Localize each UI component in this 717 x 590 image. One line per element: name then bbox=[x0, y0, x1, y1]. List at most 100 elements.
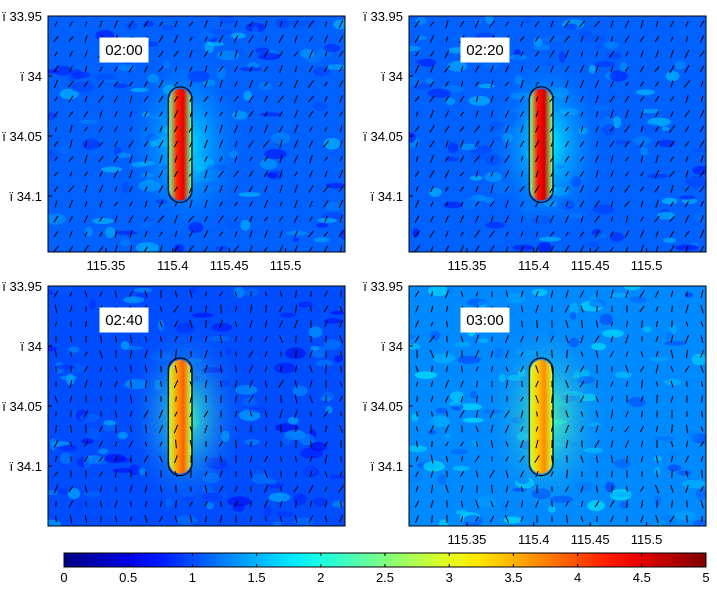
heatmap-patch bbox=[298, 301, 313, 308]
wind-vector bbox=[535, 304, 539, 314]
wind-vector bbox=[566, 455, 568, 463]
x-tick-label: 115.5 bbox=[631, 258, 663, 273]
wind-vector bbox=[535, 245, 539, 252]
wind-vector bbox=[294, 124, 298, 134]
wind-vector bbox=[535, 290, 539, 298]
heatmap-patch bbox=[98, 448, 109, 455]
wind-vector bbox=[684, 365, 690, 373]
wind-vector bbox=[520, 245, 524, 252]
heatmap-patch bbox=[117, 64, 136, 71]
wind-vector bbox=[308, 49, 314, 59]
wind-vector bbox=[639, 96, 645, 102]
wind-vector bbox=[594, 215, 600, 223]
wind-vector bbox=[535, 170, 539, 178]
wind-vector bbox=[264, 365, 268, 373]
wind-vector bbox=[128, 215, 134, 223]
wind-vector bbox=[129, 349, 133, 359]
wind-vector bbox=[174, 320, 178, 328]
wind-vector bbox=[700, 155, 704, 163]
wind-vector bbox=[549, 35, 555, 43]
wind-vector bbox=[203, 185, 209, 193]
wind-vector bbox=[189, 335, 193, 343]
wind-vector bbox=[684, 200, 690, 208]
wind-vector bbox=[473, 125, 481, 133]
heatmap-patch bbox=[312, 101, 328, 111]
wind-vector bbox=[218, 215, 224, 223]
wind-vector bbox=[684, 125, 690, 133]
wind-vector bbox=[113, 81, 119, 87]
wind-vector bbox=[594, 500, 600, 508]
wind-vector bbox=[324, 51, 328, 57]
wind-vector bbox=[84, 290, 88, 298]
heatmap-patch bbox=[450, 391, 464, 402]
x-tick-label: 115.45 bbox=[210, 258, 249, 273]
heatmap-patch bbox=[326, 64, 345, 70]
wind-vector bbox=[249, 515, 253, 523]
wind-vector bbox=[248, 350, 254, 358]
wind-vector bbox=[670, 395, 674, 403]
wind-vector bbox=[173, 246, 179, 252]
wind-vector bbox=[445, 395, 449, 403]
wind-vector bbox=[699, 229, 705, 239]
wind-vector bbox=[700, 200, 704, 208]
heatmap-patch bbox=[67, 75, 74, 82]
wind-vector bbox=[565, 50, 569, 58]
wind-vector bbox=[685, 304, 689, 314]
wind-vector bbox=[670, 290, 674, 298]
wind-vector bbox=[459, 20, 465, 28]
heatmap-patch bbox=[478, 338, 489, 344]
wind-vector bbox=[536, 319, 538, 329]
wind-vector bbox=[279, 515, 283, 523]
wind-vector bbox=[114, 470, 118, 478]
heatmap-patch bbox=[219, 16, 236, 25]
wind-vector bbox=[431, 411, 433, 417]
wind-vector bbox=[204, 36, 208, 42]
wind-vector bbox=[129, 169, 133, 179]
wind-vector bbox=[248, 186, 254, 192]
wind-vector bbox=[489, 200, 495, 208]
wind-vector bbox=[294, 230, 298, 238]
wind-vector bbox=[234, 20, 238, 28]
heatmap-patch bbox=[641, 108, 660, 114]
wind-vector bbox=[114, 201, 118, 207]
wind-vector bbox=[639, 305, 645, 313]
heatmap-patch bbox=[120, 345, 144, 350]
heatmap-patch bbox=[89, 455, 109, 466]
heatmap-patch bbox=[409, 132, 416, 143]
wind-vector bbox=[324, 454, 328, 464]
wind-vector bbox=[235, 365, 237, 373]
wind-vector bbox=[264, 320, 268, 328]
wind-vector bbox=[115, 395, 117, 403]
wind-vector bbox=[551, 349, 553, 359]
hotspot-strip bbox=[169, 88, 192, 201]
wind-vector bbox=[69, 199, 73, 209]
wind-vector bbox=[70, 351, 72, 357]
wind-vector bbox=[429, 21, 435, 27]
wind-vector bbox=[159, 485, 163, 493]
wind-vector bbox=[475, 410, 479, 418]
wind-vector bbox=[280, 470, 282, 478]
heatmap-patch bbox=[123, 296, 145, 304]
wind-vector bbox=[53, 64, 59, 74]
wind-vector bbox=[520, 51, 524, 57]
heatmap-patch bbox=[317, 217, 337, 223]
wind-vector bbox=[234, 201, 238, 207]
wind-vector bbox=[683, 80, 691, 88]
wind-vector bbox=[520, 396, 524, 402]
wind-vector bbox=[579, 184, 585, 194]
wind-vector bbox=[265, 395, 267, 403]
wind-vector bbox=[323, 111, 329, 117]
wind-vector bbox=[69, 230, 73, 238]
wind-vector bbox=[234, 110, 238, 118]
wind-vector bbox=[248, 110, 254, 118]
wind-vector bbox=[323, 35, 329, 43]
wind-vector bbox=[99, 335, 103, 343]
wind-vector bbox=[114, 366, 118, 372]
wind-vector bbox=[415, 156, 419, 162]
wind-vector bbox=[234, 291, 238, 297]
wind-vector bbox=[219, 514, 223, 524]
wind-vector bbox=[174, 230, 178, 238]
axes-frame bbox=[408, 15, 707, 253]
wind-vector bbox=[234, 65, 238, 73]
wind-vector bbox=[700, 321, 704, 327]
